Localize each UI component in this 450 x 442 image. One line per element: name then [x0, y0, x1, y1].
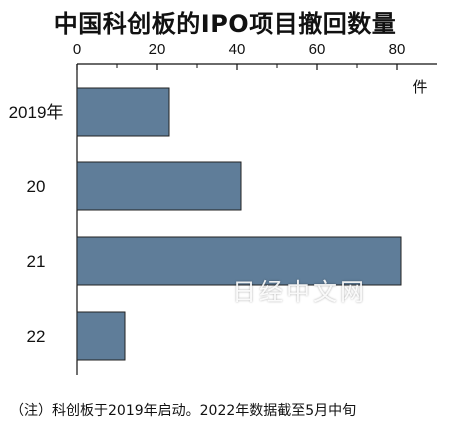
- x-tick-label: 60: [309, 41, 326, 58]
- watermark-logo: 日经中文网: [232, 278, 367, 306]
- bar-2: [76, 236, 402, 286]
- category-label: 2019年: [9, 103, 64, 122]
- x-tick-label: 80: [389, 41, 406, 58]
- category-label: 21: [27, 252, 46, 271]
- bar-0: [76, 87, 170, 137]
- x-tick-label: 0: [73, 41, 81, 58]
- category-label: 20: [27, 177, 46, 196]
- unit-label: 件: [412, 78, 427, 96]
- x-tick-label: 40: [229, 41, 246, 58]
- chart-note: （注）科创板于2019年启动。2022年数据截至5月中旬: [10, 403, 357, 419]
- chart-title: 中国科创板的IPO项目撤回数量: [53, 10, 397, 38]
- bar-1: [76, 161, 242, 211]
- bar-3: [76, 311, 126, 361]
- x-tick-label: 20: [149, 41, 166, 58]
- category-label: 22: [27, 327, 46, 346]
